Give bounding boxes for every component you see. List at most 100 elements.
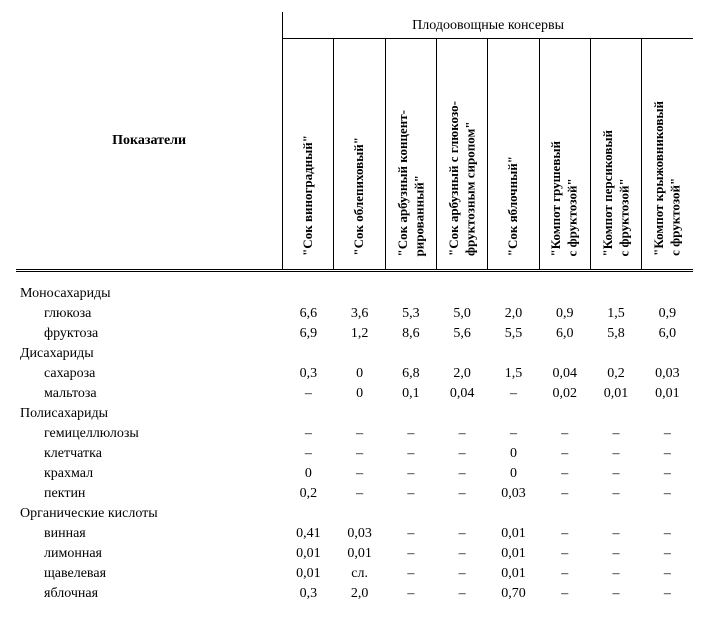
cell-value: – <box>437 444 488 464</box>
cell-value: – <box>334 424 385 444</box>
col-header-label: "Сок облепиховый" <box>351 129 367 264</box>
cell-value: – <box>590 484 641 504</box>
group-row: Моносахариды <box>16 284 693 304</box>
table-row: клетчатка––––0––– <box>16 444 693 464</box>
table-row: сахароза0,306,82,01,50,040,20,03 <box>16 364 693 384</box>
cell-value: – <box>283 424 334 444</box>
row-label: винная <box>16 524 283 544</box>
cell-value: 0 <box>334 384 385 404</box>
group-row: Органические кислоты <box>16 504 693 524</box>
cell-value: 2,0 <box>437 364 488 384</box>
cell-value: – <box>642 424 693 444</box>
cell-value: сл. <box>334 564 385 584</box>
cell-value: 5,3 <box>385 304 436 324</box>
cell-value: – <box>642 524 693 544</box>
table-row: мальтоза–00,10,04–0,020,010,01 <box>16 384 693 404</box>
cell-value: 2,0 <box>334 584 385 604</box>
cell-value: 1,5 <box>488 364 539 384</box>
row-label: гемицеллюлозы <box>16 424 283 444</box>
cell-value: 5,6 <box>437 324 488 344</box>
group-label: Дисахариды <box>16 344 693 364</box>
cell-value: 0 <box>488 444 539 464</box>
cell-value: – <box>283 384 334 404</box>
col-header-label: "Компот крыжовниковый с фруктозой" <box>651 93 684 264</box>
cell-value: 6,6 <box>283 304 334 324</box>
cell-value: – <box>642 564 693 584</box>
cell-value: 0,01 <box>488 524 539 544</box>
cell-value: – <box>642 484 693 504</box>
col-header-label: "Сок яблочный" <box>505 148 521 264</box>
cell-value: 2,0 <box>488 304 539 324</box>
row-label: мальтоза <box>16 384 283 404</box>
cell-value: – <box>590 464 641 484</box>
cell-value: 0,70 <box>488 584 539 604</box>
cell-value: 5,5 <box>488 324 539 344</box>
row-label: фруктоза <box>16 324 283 344</box>
cell-value: 0,01 <box>590 384 641 404</box>
super-header: Плодоовощные консервы <box>283 12 693 39</box>
cell-value: – <box>539 484 590 504</box>
cell-value: 6,0 <box>539 324 590 344</box>
cell-value: – <box>590 524 641 544</box>
col-header-label: "Компот персиковый с фруктозой" <box>600 122 633 264</box>
col-header-label: "Сок виноградный" <box>300 127 316 264</box>
cell-value: – <box>437 524 488 544</box>
cell-value: 0,9 <box>539 304 590 324</box>
col-header: "Компот грушевый с фруктозой" <box>539 39 590 271</box>
col-header: "Сок арбузный с глюкозо- фруктозным сиро… <box>437 39 488 271</box>
cell-value: 0,41 <box>283 524 334 544</box>
cell-value: 0,01 <box>488 564 539 584</box>
cell-value: 6,9 <box>283 324 334 344</box>
col-header-label: "Сок арбузный с глюкозо- фруктозным сиро… <box>446 93 479 264</box>
cell-value: 1,2 <box>334 324 385 344</box>
cell-value: – <box>590 584 641 604</box>
table-row: глюкоза6,63,65,35,02,00,91,50,9 <box>16 304 693 324</box>
cell-value: 0,02 <box>539 384 590 404</box>
cell-value: – <box>385 584 436 604</box>
cell-value: – <box>590 424 641 444</box>
cell-value: – <box>642 544 693 564</box>
group-row: Полисахариды <box>16 404 693 424</box>
cell-value: – <box>539 564 590 584</box>
cell-value: – <box>334 464 385 484</box>
cell-value: – <box>539 444 590 464</box>
table-row: гемицеллюлозы–––––––– <box>16 424 693 444</box>
cell-value: – <box>488 424 539 444</box>
cell-value: 5,0 <box>437 304 488 324</box>
cell-value: – <box>437 584 488 604</box>
cell-value: – <box>385 524 436 544</box>
cell-value: 0,04 <box>539 364 590 384</box>
cell-value: – <box>539 524 590 544</box>
cell-value: – <box>642 584 693 604</box>
cell-value: – <box>385 424 436 444</box>
cell-value: 0,01 <box>334 544 385 564</box>
table-row: щавелевая0,01сл.––0,01––– <box>16 564 693 584</box>
cell-value: 0,2 <box>590 364 641 384</box>
cell-value: – <box>437 484 488 504</box>
cell-value: 0,03 <box>334 524 385 544</box>
group-label: Моносахариды <box>16 284 693 304</box>
cell-value: – <box>283 444 334 464</box>
row-label: пектин <box>16 484 283 504</box>
col-header-label: "Компот грушевый с фруктозой" <box>548 133 581 264</box>
row-label: лимонная <box>16 544 283 564</box>
row-label: крахмал <box>16 464 283 484</box>
cell-value: 0,01 <box>488 544 539 564</box>
cell-value: 0,01 <box>642 384 693 404</box>
row-label: щавелевая <box>16 564 283 584</box>
cell-value: 5,8 <box>590 324 641 344</box>
cell-value: – <box>385 564 436 584</box>
table-body: Моносахаридыглюкоза6,63,65,35,02,00,91,5… <box>16 271 693 605</box>
cell-value: – <box>385 444 436 464</box>
cell-value: – <box>539 544 590 564</box>
cell-value: – <box>642 464 693 484</box>
cell-value: – <box>385 484 436 504</box>
row-label: клетчатка <box>16 444 283 464</box>
cell-value: 0,9 <box>642 304 693 324</box>
col-header: "Сок яблочный" <box>488 39 539 271</box>
cell-value: – <box>334 444 385 464</box>
cell-value: – <box>385 464 436 484</box>
cell-value: 6,0 <box>642 324 693 344</box>
col-header: "Сок виноградный" <box>283 39 334 271</box>
cell-value: 1,5 <box>590 304 641 324</box>
